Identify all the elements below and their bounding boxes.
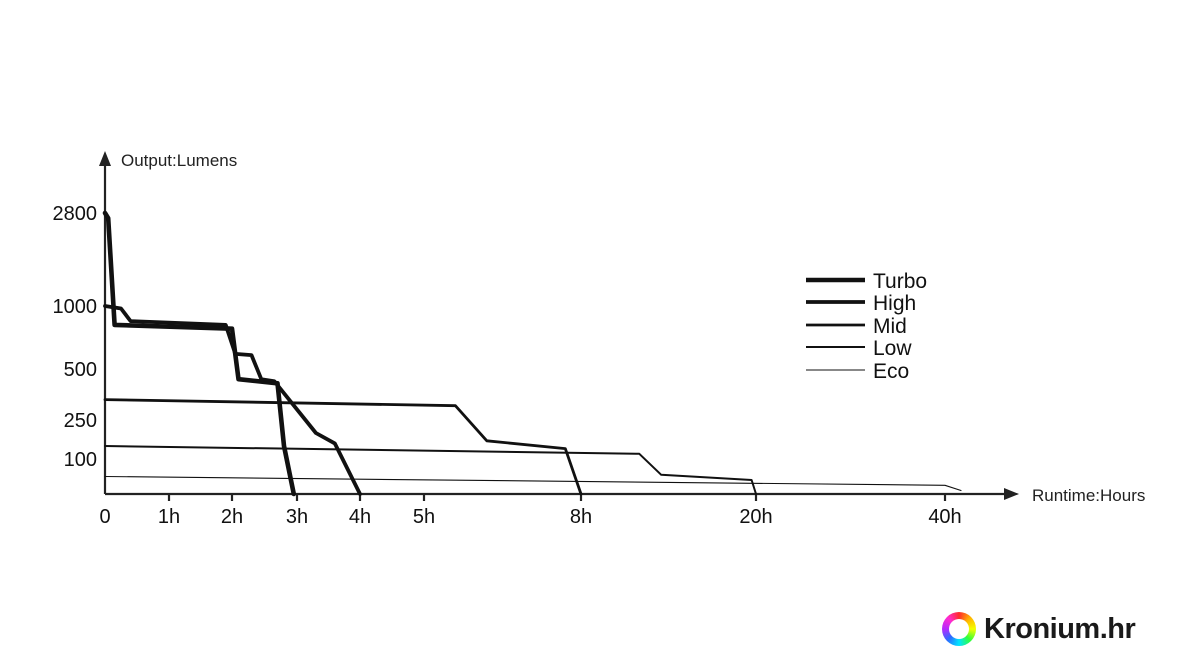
- y-axis-arrow-icon: [99, 151, 111, 166]
- legend-label: Eco: [873, 360, 909, 383]
- series-line-eco: [104, 475, 962, 492]
- x-axis-title: Runtime:Hours: [1032, 486, 1145, 505]
- x-axis-arrow-icon: [1004, 488, 1019, 500]
- rainbow-ring-icon: [942, 612, 976, 646]
- y-tick-label: 1000: [53, 296, 98, 318]
- x-tick-label: 3h: [286, 506, 308, 528]
- brand-watermark: Kronium.hr: [942, 607, 1136, 651]
- x-tick-label: 4h: [349, 506, 371, 528]
- series-line-turbo: [102, 210, 297, 497]
- legend-label: Turbo: [873, 270, 927, 293]
- y-axis-title: Output:Lumens: [121, 151, 237, 170]
- series-line-high: [103, 304, 362, 496]
- x-tick-label: 1h: [158, 506, 180, 528]
- x-tick-label: 2h: [221, 506, 243, 528]
- legend-label: High: [873, 292, 916, 315]
- y-tick-label: 500: [64, 359, 97, 381]
- legend-label: Low: [873, 337, 912, 360]
- series-lines: [102, 210, 962, 497]
- y-tick-label: 250: [64, 410, 97, 432]
- series-line-mid: [103, 398, 583, 496]
- series-line-low: [104, 445, 757, 495]
- y-tick-label: 2800: [53, 203, 98, 225]
- brand-name: Kronium.hr: [984, 612, 1136, 645]
- axis-ticks: 0 1h 2h 3h 4h 5h 8h 20h 40h 100 250 500 1000 2800: [53, 203, 962, 528]
- x-tick-label: 0: [99, 506, 110, 528]
- x-tick-label: 20h: [739, 506, 772, 528]
- x-tick-label: 5h: [413, 506, 435, 528]
- y-tick-label: 100: [64, 449, 97, 471]
- x-tick-label: 40h: [928, 506, 961, 528]
- legend-label: Mid: [873, 315, 907, 338]
- x-tick-label: 8h: [570, 506, 592, 528]
